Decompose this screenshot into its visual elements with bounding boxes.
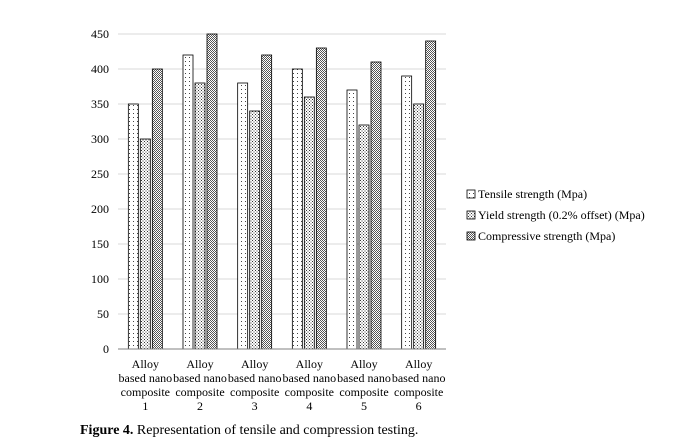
bar bbox=[206, 33, 218, 350]
bars bbox=[127, 33, 437, 350]
bar bbox=[370, 61, 382, 350]
x-category-label-line: 3 bbox=[252, 399, 258, 413]
bar bbox=[127, 103, 139, 350]
x-category-label-line: based nano bbox=[228, 371, 282, 385]
y-tick-label: 50 bbox=[97, 307, 109, 321]
legend-label: Compressive strength (Mpa) bbox=[478, 229, 615, 243]
y-tick-label: 100 bbox=[91, 272, 109, 286]
y-tick-label: 200 bbox=[91, 202, 109, 216]
bar bbox=[358, 124, 370, 350]
bar bbox=[425, 40, 437, 350]
bar bbox=[401, 75, 413, 350]
bar bbox=[237, 82, 249, 350]
bar bbox=[261, 54, 273, 350]
legend-label: Tensile strength (Mpa) bbox=[478, 187, 587, 201]
bar bbox=[182, 54, 194, 350]
x-category-label-line: composite bbox=[339, 385, 388, 399]
x-category-label: Alloy based nano composite 1 bbox=[119, 357, 173, 413]
x-category-label-line: Alloy bbox=[132, 357, 159, 371]
y-tick-label: 150 bbox=[91, 237, 109, 251]
bar bbox=[249, 110, 261, 350]
x-category-label: Alloy based nano composite 3 bbox=[228, 357, 282, 413]
y-tick-label: 300 bbox=[91, 132, 109, 146]
y-tick-label: 0 bbox=[103, 342, 109, 356]
y-tick-label: 450 bbox=[91, 27, 109, 41]
legend: Tensile strength (Mpa) Yield strength (0.… bbox=[466, 187, 645, 243]
x-category-label-line: 2 bbox=[197, 399, 203, 413]
figure-caption: Figure 4. Representation of tensile and … bbox=[80, 423, 418, 439]
x-category-label-line: Alloy bbox=[241, 357, 268, 371]
gridlines bbox=[118, 33, 446, 315]
bar bbox=[151, 68, 163, 350]
x-category-label-line: based nano bbox=[173, 371, 227, 385]
x-category-label-line: Alloy bbox=[405, 357, 432, 371]
bar bbox=[194, 82, 206, 350]
x-category-label-line: 6 bbox=[416, 399, 422, 413]
x-category-label-line: based nano bbox=[392, 371, 446, 385]
x-category-label-line: based nano bbox=[119, 371, 173, 385]
legend-swatch bbox=[466, 210, 476, 220]
bar bbox=[315, 47, 327, 350]
x-category-label-line: 1 bbox=[142, 399, 148, 413]
bar bbox=[346, 89, 358, 350]
x-category-label: Alloy based nano composite 6 bbox=[392, 357, 446, 413]
figure-caption-text: Representation of tensile and compressio… bbox=[133, 423, 419, 438]
y-tick-label: 250 bbox=[91, 167, 109, 181]
x-category-label-line: 5 bbox=[361, 399, 367, 413]
x-category-label-line: Alloy bbox=[186, 357, 213, 371]
legend-swatch bbox=[466, 231, 476, 241]
x-category-label-line: composite bbox=[394, 385, 443, 399]
bar bbox=[413, 103, 425, 350]
bar bbox=[291, 68, 303, 350]
x-category-label-line: based nano bbox=[283, 371, 337, 385]
x-category-label-line: 4 bbox=[306, 399, 312, 413]
x-category-label: Alloy based nano composite 5 bbox=[337, 357, 391, 413]
figure-label: Figure 4. bbox=[80, 423, 134, 438]
legend-swatch bbox=[466, 189, 476, 199]
legend-label: Yield strength (0.2% offset) (Mpa) bbox=[478, 208, 645, 222]
y-axis-ticks: 0 50 100 150 200 250 300 350 400 450 bbox=[91, 27, 109, 356]
bar bbox=[303, 96, 315, 350]
y-tick-label: 350 bbox=[91, 97, 109, 111]
bar bbox=[139, 138, 151, 350]
x-category-label-line: Alloy bbox=[296, 357, 323, 371]
x-category-label-line: Alloy bbox=[350, 357, 377, 371]
x-category-label: Alloy based nano composite 2 bbox=[173, 357, 227, 413]
x-category-label-line: composite bbox=[121, 385, 170, 399]
x-category-label-line: composite bbox=[285, 385, 334, 399]
x-category-label: Alloy based nano composite 4 bbox=[283, 357, 337, 413]
x-category-label-line: composite bbox=[175, 385, 224, 399]
y-tick-label: 400 bbox=[91, 62, 109, 76]
x-category-label-line: based nano bbox=[337, 371, 391, 385]
x-category-label-line: composite bbox=[230, 385, 279, 399]
